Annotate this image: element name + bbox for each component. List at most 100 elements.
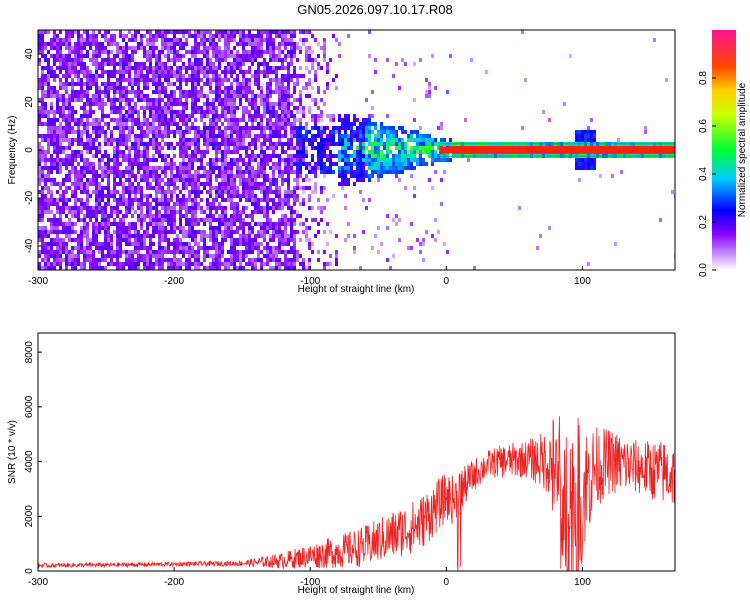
heatmap-cell (125, 138, 128, 142)
heatmap-cell (74, 138, 77, 142)
heatmap-cell (101, 174, 104, 178)
heatmap-cell (68, 146, 71, 150)
heatmap-cell (275, 78, 278, 82)
heatmap-cell (44, 174, 47, 178)
heatmap-cell (125, 262, 128, 266)
heatmap-cell (224, 102, 227, 106)
heatmap-cell (149, 50, 152, 54)
heatmap-cell (143, 218, 146, 222)
heatmap-cell (209, 162, 212, 166)
heatmap-cell (110, 82, 113, 86)
heatmap-cell (191, 206, 194, 210)
heatmap-cell (239, 138, 242, 142)
heatmap-cell (341, 118, 344, 122)
heatmap-cell (227, 30, 230, 34)
heatmap-cell (278, 130, 281, 134)
heatmap-cell (341, 150, 344, 154)
heatmap-cell (275, 126, 278, 130)
heatmap-cell (347, 118, 350, 122)
heatmap-cell (113, 190, 116, 194)
heatmap-cell (95, 122, 98, 126)
heatmap-cell (59, 166, 62, 170)
heatmap-cell (83, 102, 86, 106)
heatmap-cell (218, 214, 221, 218)
heatmap-cell (239, 238, 242, 242)
heatmap-cell (332, 154, 335, 158)
heatmap-cell (65, 174, 68, 178)
heatmap-cell (386, 134, 389, 138)
heatmap-cell (170, 170, 173, 174)
heatmap-cell (380, 142, 383, 146)
heatmap-cell (38, 214, 41, 218)
heatmap-cell (584, 162, 587, 166)
heatmap-cell (164, 134, 167, 138)
heatmap-cell (167, 118, 170, 122)
heatmap-cell (242, 82, 245, 86)
heatmap-cell (395, 214, 398, 218)
heatmap-cell (158, 266, 161, 270)
heatmap-cell (251, 138, 254, 142)
heatmap-cell (74, 262, 77, 266)
heatmap-cell (182, 170, 185, 174)
heatmap-cell (209, 238, 212, 242)
heatmap-cell (290, 46, 293, 50)
heatmap-cell (194, 98, 197, 102)
heatmap-cell (65, 186, 68, 190)
heatmap-cell (287, 114, 290, 118)
heatmap-cell (128, 266, 131, 270)
heatmap-cell (254, 134, 257, 138)
heatmap-cell (389, 158, 392, 162)
heatmap-cell (110, 86, 113, 90)
heatmap-cell (149, 174, 152, 178)
heatmap-cell (302, 222, 305, 226)
heatmap-cell (209, 78, 212, 82)
heatmap-cell (227, 222, 230, 226)
heatmap-cell (206, 170, 209, 174)
heatmap-cell (215, 126, 218, 130)
heatmap-cell (578, 162, 581, 166)
heatmap-cell (128, 242, 131, 246)
heatmap-cell (320, 150, 323, 154)
heatmap-cell (95, 178, 98, 182)
heatmap-cell (290, 74, 293, 78)
heatmap-cell (44, 234, 47, 238)
heatmap-cell (587, 138, 590, 142)
heatmap-cell (137, 30, 140, 34)
heatmap-cell (377, 174, 380, 178)
heatmap-cell (179, 170, 182, 174)
heatmap-cell (407, 166, 410, 170)
heatmap-cell (212, 166, 215, 170)
heatmap-cell (260, 46, 263, 50)
heatmap-cell (110, 254, 113, 258)
heatmap-cell (293, 90, 296, 94)
heatmap-cell (329, 118, 332, 122)
heatmap-cell (65, 234, 68, 238)
heatmap-cell (65, 226, 68, 230)
heatmap-cell (230, 82, 233, 86)
heatmap-cell (209, 262, 212, 266)
heatmap-cell (101, 98, 104, 102)
heatmap-cell (209, 38, 212, 42)
heatmap-cell (164, 74, 167, 78)
heatmap-cell (308, 170, 311, 174)
heatmap-cell (284, 34, 287, 38)
heatmap-cell (194, 110, 197, 114)
heatmap-cell (131, 166, 134, 170)
heatmap-cell (125, 66, 128, 70)
heatmap-cell (146, 118, 149, 122)
heatmap-cell (119, 194, 122, 198)
heatmap-cell (137, 122, 140, 126)
heatmap-cell (83, 218, 86, 222)
heatmap-cell (170, 194, 173, 198)
heatmap-cell (251, 174, 254, 178)
heatmap-cell (152, 218, 155, 222)
heatmap-cell (128, 38, 131, 42)
heatmap-cell (89, 178, 92, 182)
heatmap-cell (164, 158, 167, 162)
heatmap-cell (50, 118, 53, 122)
heatmap-cell (89, 214, 92, 218)
heatmap-cell (53, 46, 56, 50)
heatmap-cell (278, 34, 281, 38)
heatmap-cell (317, 42, 320, 46)
heatmap-cell (170, 130, 173, 134)
